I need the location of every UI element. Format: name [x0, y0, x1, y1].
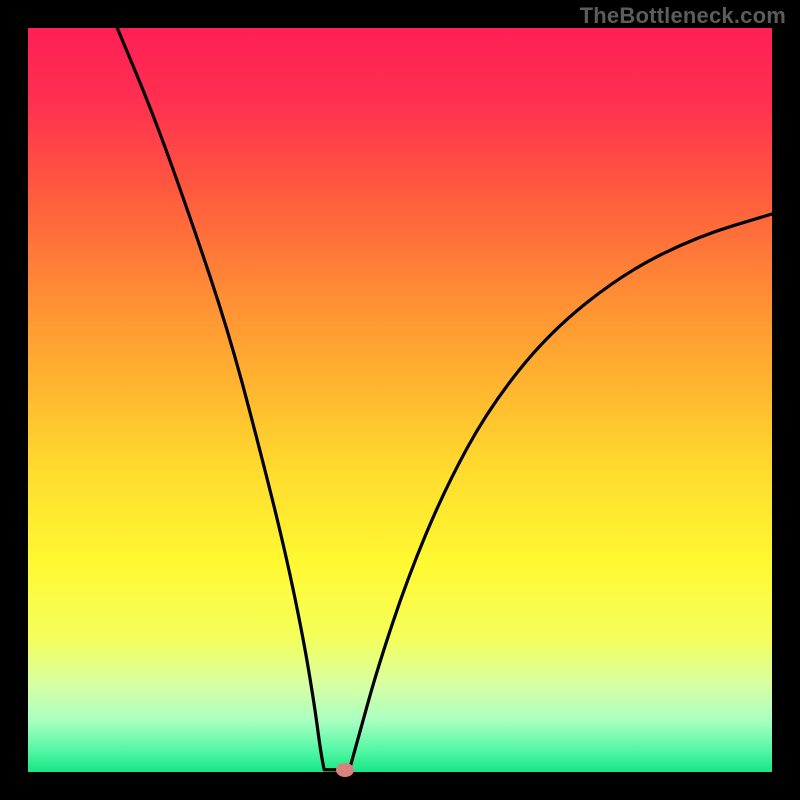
chart-frame: TheBottleneck.com: [0, 0, 800, 800]
plot-area: [28, 28, 772, 772]
minimum-marker: [336, 763, 354, 777]
v-curve: [28, 28, 772, 772]
watermark-text: TheBottleneck.com: [580, 3, 786, 29]
curve-path: [117, 28, 772, 770]
